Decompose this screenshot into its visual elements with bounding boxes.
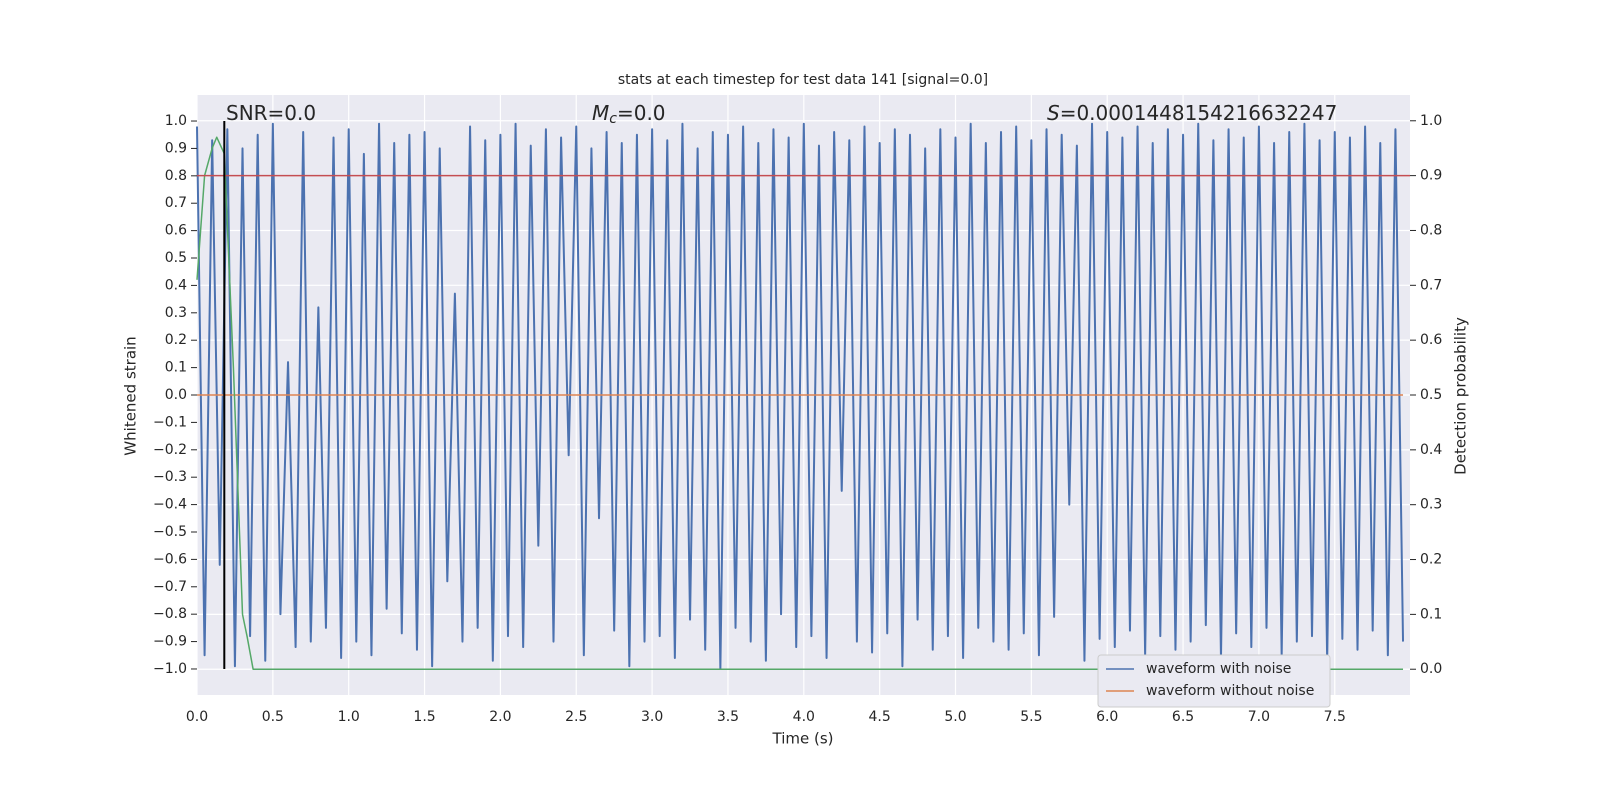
legend: waveform with noise waveform without nois… <box>1097 654 1331 708</box>
y-tick-label: −0.5 <box>153 524 187 540</box>
y2-tick-label: 0.3 <box>1420 497 1442 513</box>
axes: 0.0 0.5 1.0 1.5 2.0 2.5 3.0 3.5 4.0 4.5 5.0 5.5 6.0 6… <box>153 101 1442 726</box>
x-tick-label: 3.5 <box>717 709 739 725</box>
y-tick-label: −0.2 <box>153 442 187 458</box>
series-line <box>196 122 1405 670</box>
annotation: SNR=0.0 <box>226 101 316 125</box>
x-tick-label: 0.5 <box>262 709 284 725</box>
y2-tick-label: 1.0 <box>1420 113 1442 129</box>
y-tick-label: −0.7 <box>153 579 187 595</box>
annotation-subscript: c <box>609 111 617 127</box>
y-tick-label: 0.3 <box>165 305 187 321</box>
y-tick-label: −0.3 <box>153 469 187 485</box>
y2-tick-label: 0.8 <box>1420 222 1442 238</box>
x-tick-label: 6.5 <box>1172 709 1194 725</box>
legend-label: waveform with noise <box>1146 661 1291 677</box>
y-tick-label: 1.0 <box>165 113 187 129</box>
annotation-symbol: M <box>592 101 609 125</box>
y2-tick-label: 0.6 <box>1420 332 1442 348</box>
y-tick-label: 0.9 <box>165 140 187 156</box>
annotation-text: SNR=0.0 <box>226 101 316 125</box>
y2-tick-label: 0.2 <box>1420 552 1442 568</box>
y-tick-label: 0.6 <box>165 223 187 239</box>
x-tick-label: 2.0 <box>489 709 511 725</box>
y-tick-label: 0.8 <box>165 168 187 184</box>
annotation-symbol: S <box>1047 101 1060 125</box>
chart-title: stats at each timestep for test data 141… <box>618 72 988 88</box>
annotation: Mc=0.0 <box>592 101 666 128</box>
x-tick-label: 0.0 <box>186 709 208 725</box>
y-tick-label: 0.1 <box>165 360 187 376</box>
x-tick-label: 1.0 <box>338 709 360 725</box>
y2-tick-label: 0.7 <box>1420 277 1442 293</box>
annotation-text: =0.0 <box>617 101 666 125</box>
y-tick-label: 0.0 <box>165 387 187 403</box>
series-line <box>196 136 1404 670</box>
x-tick-label: 7.5 <box>1324 709 1346 725</box>
y-tick-label: −0.4 <box>153 497 187 513</box>
x-tick-label: 1.5 <box>413 709 435 725</box>
legend-label: waveform without noise <box>1146 683 1314 699</box>
y2-tick-label: 0.9 <box>1420 168 1442 184</box>
x-tick-label: 3.0 <box>641 709 663 725</box>
y2-tick-label: 0.4 <box>1420 442 1442 458</box>
x-tick-label: 5.0 <box>944 709 966 725</box>
x-tick-label: 5.5 <box>1020 709 1042 725</box>
x-axis-label: Time (s) <box>772 730 834 748</box>
y2-tick-label: 0.1 <box>1420 606 1442 622</box>
x-tick-label: 4.5 <box>869 709 891 725</box>
x-tick-label: 6.0 <box>1096 709 1118 725</box>
marks <box>196 121 1410 670</box>
x-tick-label: 4.0 <box>793 709 815 725</box>
y2-tick-label: 0.0 <box>1420 661 1442 677</box>
y2-tick-label: 0.5 <box>1420 387 1442 403</box>
x-tick-label: 7.0 <box>1248 709 1270 725</box>
y-tick-label: −0.6 <box>153 551 187 567</box>
legend-box <box>1097 654 1331 708</box>
y-tick-label: 0.7 <box>165 195 187 211</box>
y-tick-label: −0.9 <box>153 634 187 650</box>
y-tick-label: −0.8 <box>153 606 187 622</box>
y-tick-label: −1.0 <box>153 661 187 677</box>
y-tick-label: 0.4 <box>165 277 187 293</box>
y-tick-label: −0.1 <box>153 414 187 430</box>
y-axis-label: Whitened strain <box>122 336 140 455</box>
y-tick-label: 0.5 <box>165 250 187 266</box>
annotation-text: =0.0001448154216632247 <box>1060 101 1338 125</box>
x-tick-label: 2.5 <box>565 709 587 725</box>
y2-axis-label: Detection probability <box>1452 317 1470 475</box>
annotation: S=0.0001448154216632247 <box>1047 101 1337 125</box>
y-tick-label: 0.2 <box>165 332 187 348</box>
